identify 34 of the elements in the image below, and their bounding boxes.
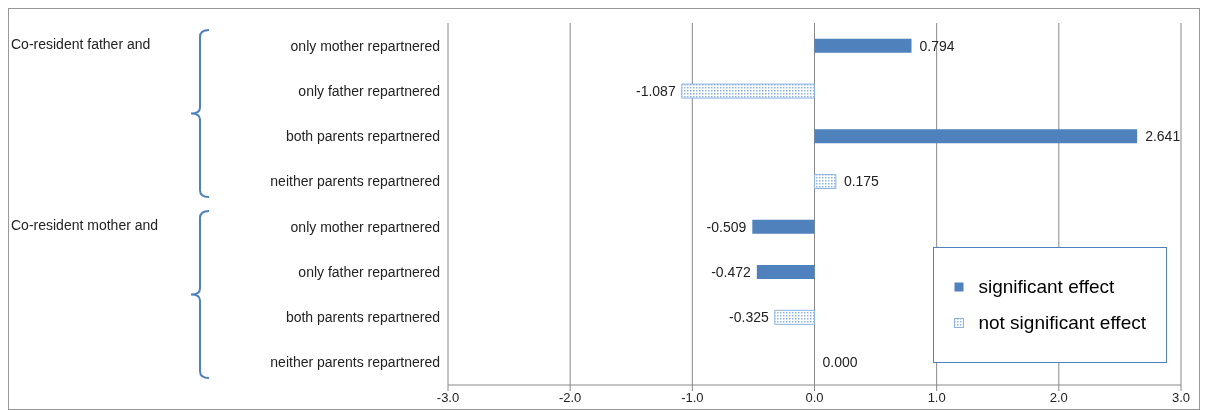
data-label: 0.000: [822, 354, 858, 371]
y-tick-label: both parents repartnered: [285, 128, 440, 145]
data-label: -0.509: [706, 218, 747, 235]
x-tick-label: 3.0: [1171, 390, 1191, 406]
data-label: -1.087: [636, 82, 676, 99]
x-tick-label: -1.0: [681, 390, 704, 406]
y-tick-label: only mother repartnered: [290, 37, 440, 54]
x-tick-label: 0.0: [805, 390, 824, 406]
data-label: -0.472: [711, 263, 752, 280]
x-tick-label: 1.0: [927, 390, 946, 406]
bar: [814, 38, 912, 53]
legend-label: not significant effect: [978, 312, 1146, 334]
bar: [681, 83, 815, 99]
bar: [752, 219, 815, 234]
text: Co-resident mother and: [11, 216, 159, 233]
data-label: 0.175: [843, 173, 880, 190]
y-tick-label: only mother repartnered: [290, 218, 440, 235]
bar: [756, 265, 815, 280]
y-tick-label: only father repartnered: [298, 82, 440, 99]
y-tick-label: neither parents repartnered: [270, 354, 440, 371]
y-tick-label: neither parents repartnered: [270, 173, 440, 190]
data-label: -0.325: [729, 309, 769, 326]
x-tick-label: 2.0: [1049, 390, 1068, 406]
data-label: 2.641: [1145, 128, 1181, 145]
legend-label: significant effect: [978, 276, 1115, 298]
x-tick-label: -3.0: [436, 390, 460, 406]
bar: [774, 309, 815, 325]
text: Co-resident father and: [11, 35, 151, 52]
x-tick-label: -2.0: [558, 390, 582, 406]
bar: [814, 174, 837, 190]
data-label: 0.794: [919, 37, 955, 54]
y-tick-label: only father repartnered: [298, 263, 440, 280]
bar: [814, 129, 1138, 144]
y-tick-label: both parents repartnered: [285, 309, 440, 326]
